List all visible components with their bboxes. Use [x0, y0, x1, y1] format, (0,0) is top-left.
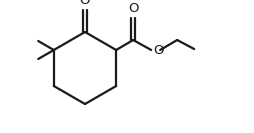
Text: O: O: [80, 0, 90, 7]
Text: O: O: [128, 2, 138, 15]
Text: O: O: [153, 43, 163, 57]
